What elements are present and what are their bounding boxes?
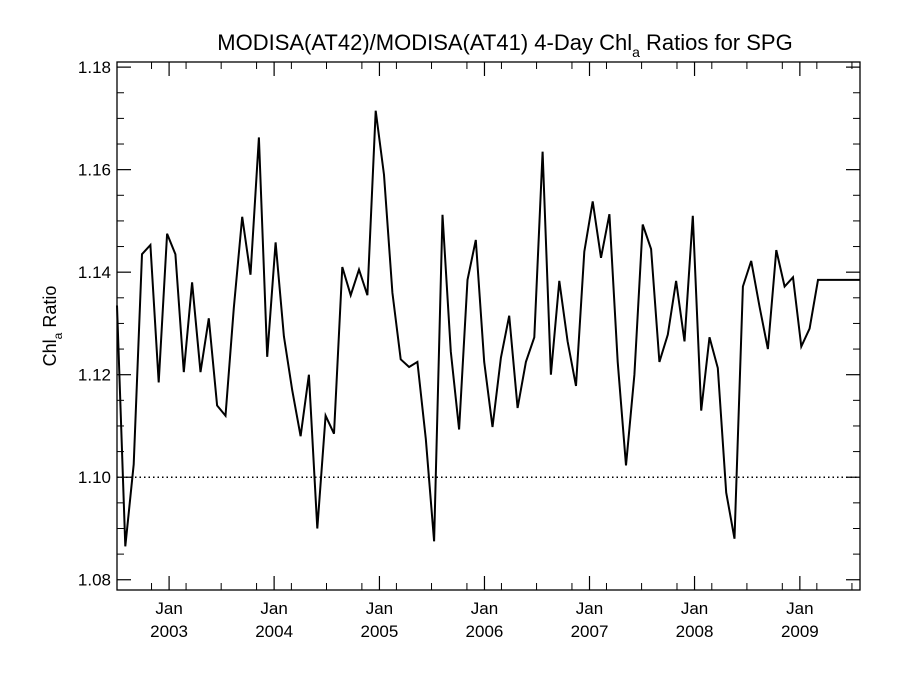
x-tick-label-year: 2008: [676, 622, 714, 641]
plot-frame: [116, 61, 861, 591]
y-tick-label: 1.14: [78, 263, 111, 282]
x-tick-label-month: Jan: [786, 599, 813, 618]
y-tick-label: 1.12: [78, 366, 111, 385]
axis-ticks: 1.08 1.10 1.12 1.14 1.16 1.18 Jan 2003 Jan 2004 Ja…: [78, 58, 860, 641]
y-tick-label: 1.16: [78, 161, 111, 180]
x-tick-label-year: 2007: [571, 622, 609, 641]
x-tick-label-year: 2009: [781, 622, 819, 641]
x-tick-label-year: 2006: [466, 622, 504, 641]
x-tick-label-month: Jan: [681, 599, 708, 618]
chart-title-tail: Ratios for SPG: [640, 30, 793, 55]
x-tick-label-month: Jan: [260, 599, 287, 618]
chart-title-main: MODISA(AT42)/MODISA(AT41) 4-Day Chl: [217, 30, 632, 55]
y-tick-label: 1.08: [78, 571, 111, 590]
y-axis-label-tail: Ratio: [40, 286, 60, 333]
y-tick-label: 1.18: [78, 58, 111, 77]
x-tick-label-month: Jan: [366, 599, 393, 618]
x-tick-label-year: 2004: [255, 622, 293, 641]
x-tick-label-month: Jan: [471, 599, 498, 618]
y-axis-label-subscript: a: [51, 332, 65, 339]
x-tick-label-month: Jan: [576, 599, 603, 618]
x-tick-label-year: 2005: [361, 622, 399, 641]
x-tick-label-year: 2003: [150, 622, 188, 641]
chart-title-subscript: a: [632, 44, 640, 60]
series-line: [116, 110, 860, 547]
y-axis-label-main: Chl: [40, 339, 60, 366]
x-tick-label-month: Jan: [155, 599, 182, 618]
y-tick-label: 1.10: [78, 468, 111, 487]
y-axis-label: Chla Ratio: [40, 286, 65, 367]
chart-title: MODISA(AT42)/MODISA(AT41) 4-Day Chla Rat…: [217, 30, 792, 60]
